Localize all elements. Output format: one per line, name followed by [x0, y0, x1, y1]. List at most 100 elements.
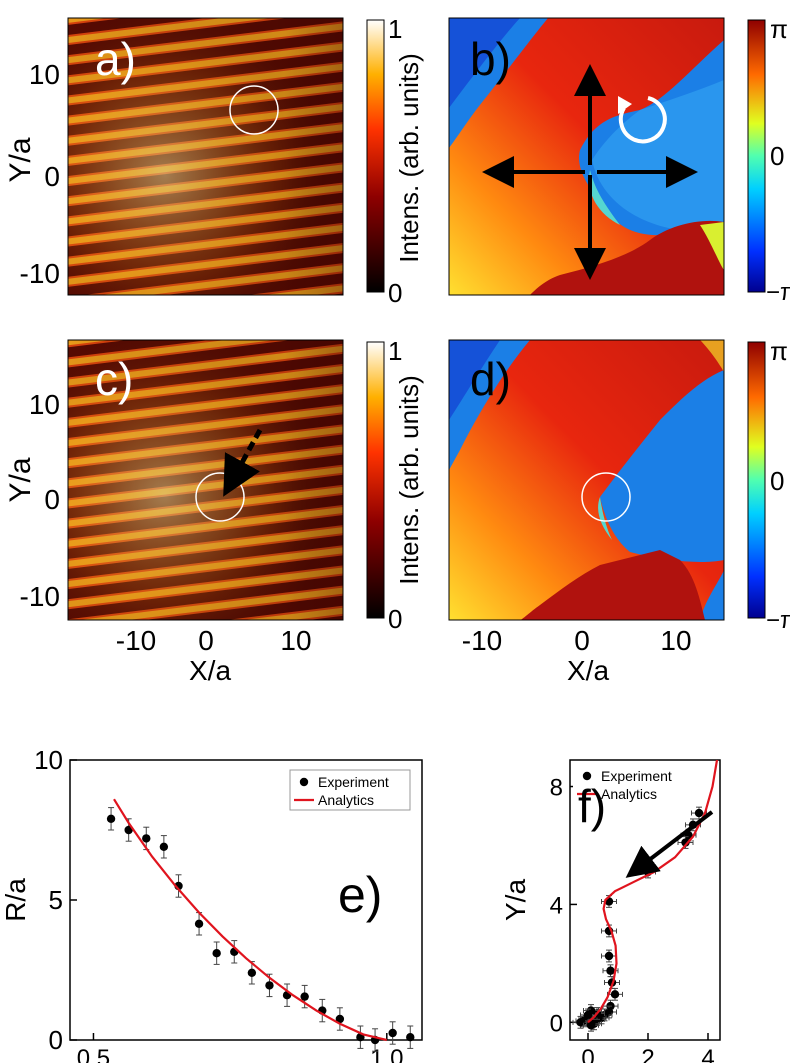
experiment-marker-e [212, 949, 221, 958]
xtick-label-f: 4 [701, 1045, 714, 1063]
experiment-marker-e [406, 1033, 415, 1042]
xtick-d-right: 10 [660, 625, 691, 656]
data-point-e [212, 941, 221, 965]
xtick-d-left: -10 [462, 625, 502, 656]
cbar-a-label: Intens. (arb. units) [394, 53, 424, 263]
experiment-marker-e [142, 834, 151, 843]
cbar-b-min: −π [766, 279, 790, 306]
xtick-c-mid: 0 [198, 625, 214, 656]
panel-c: c) 10 0 -10 Y/a -10 0 10 X/a 1 0 Intens.… [4, 336, 424, 686]
trajectory-arrow-f [625, 810, 714, 878]
ytick-label-f: 0 [550, 1010, 563, 1037]
panel-label-f: f) [578, 780, 606, 832]
vortex-circle-c [195, 472, 245, 522]
data-point-e [124, 818, 133, 842]
data-point-e [106, 807, 116, 831]
intensity-map-c [68, 340, 343, 620]
legend-box-f [573, 764, 688, 804]
experiment-marker-f [681, 838, 690, 847]
plot-frame-f [569, 759, 721, 1041]
xtick-label-e: 0.5 [77, 1045, 110, 1063]
panel-d: d) -10 0 10 X/a π 0 −π [448, 336, 790, 686]
ytick-label-e: 0 [49, 1025, 63, 1055]
legend-box-e [289, 769, 411, 811]
data-point-e [335, 1007, 345, 1031]
panel-a: a) 10 0 -10 Y/a 1 0 Intens. (arb. units) [4, 14, 424, 308]
xtick-d-mid: 0 [574, 625, 590, 656]
experiment-marker-e [300, 992, 309, 1001]
colorbar-phase-d [747, 341, 766, 619]
colorbar-intensity-c [366, 341, 385, 619]
data-point-f [601, 949, 617, 963]
cbar-c-label: Intens. (arb. units) [394, 375, 424, 585]
data-point-e [318, 998, 327, 1023]
data-point-f [572, 1015, 589, 1029]
ytick-label-f: 8 [550, 775, 563, 802]
colorbar-intensity-a [366, 19, 385, 293]
experiment-marker-e [194, 919, 204, 928]
vortex-circle-d [581, 472, 631, 522]
xtick-c-left: -10 [116, 625, 156, 656]
ytick-a-mid: 0 [44, 161, 60, 192]
experiment-marker-f [606, 966, 615, 975]
panel-label-e: e) [338, 867, 382, 923]
ytick-c-bot: -10 [20, 581, 60, 612]
experiment-marker-e [335, 1014, 345, 1024]
experiment-marker-f [604, 951, 614, 961]
ytick-c-top: 10 [29, 389, 60, 420]
experiment-marker-f [610, 990, 620, 999]
cbar-a-min: 0 [388, 278, 402, 308]
xlabel-c: X/a [189, 655, 231, 686]
experiment-marker-f [576, 1018, 585, 1027]
legend-analytics-label-e: Analytics [318, 792, 374, 808]
xtick-c-right: 10 [280, 625, 311, 656]
data-point-e [159, 835, 169, 859]
legend-experiment-label-f: Experiment [601, 768, 672, 784]
experiment-marker-f [586, 1021, 596, 1030]
panel-label-b: b) [470, 33, 511, 85]
colorbar-phase-b [747, 19, 766, 293]
rotation-arrow-icon [618, 96, 667, 144]
experiment-marker-e [265, 981, 274, 990]
phase-map-d [449, 340, 724, 620]
experiment-marker-f [583, 1010, 593, 1020]
xtick-label-f: 2 [641, 1045, 654, 1063]
panel-b: b) π 0 −π [448, 14, 790, 306]
ytick-label-e: 10 [34, 745, 63, 775]
ylabel-c: Y/a [4, 457, 37, 502]
vortex-circle-a [229, 85, 279, 135]
data-point-e [406, 1025, 415, 1049]
cbar-d-max: π [770, 336, 788, 366]
experiment-marker-e [124, 825, 133, 835]
experiment-marker-f [694, 808, 704, 818]
cbar-b-max: π [770, 14, 788, 44]
cbar-b-mid: 0 [770, 141, 784, 171]
xlabel-d: X/a [567, 655, 609, 686]
cbar-d-mid: 0 [770, 466, 784, 496]
experiment-marker-e [247, 968, 257, 977]
ytick-label-f: 4 [550, 892, 563, 919]
data-point-e [388, 1021, 397, 1045]
data-point-e [247, 961, 257, 985]
intensity-map-a [68, 18, 343, 295]
xtick-label-e: 1.0 [370, 1045, 403, 1063]
experiment-marker-e [106, 814, 116, 823]
data-point-e [356, 1025, 365, 1049]
cbar-c-max: 1 [388, 336, 402, 366]
trajectory-arrow-c [223, 428, 263, 497]
rotation-arrowhead-icon [618, 96, 632, 114]
panel-label-d: d) [470, 353, 511, 405]
ytick-a-bot: -10 [20, 258, 60, 289]
panel-label-a: a) [95, 33, 136, 85]
legend-analytics-label-f: Analytics [601, 786, 657, 802]
cbar-a-max: 1 [388, 14, 402, 44]
ytick-a-top: 10 [29, 59, 60, 90]
ytick-c-mid: 0 [44, 484, 60, 515]
ylabel-f: Y/a [500, 879, 531, 921]
data-point-e [142, 826, 151, 851]
analytics-line-e [113, 798, 388, 1042]
legend-experiment-marker-e [299, 777, 309, 787]
